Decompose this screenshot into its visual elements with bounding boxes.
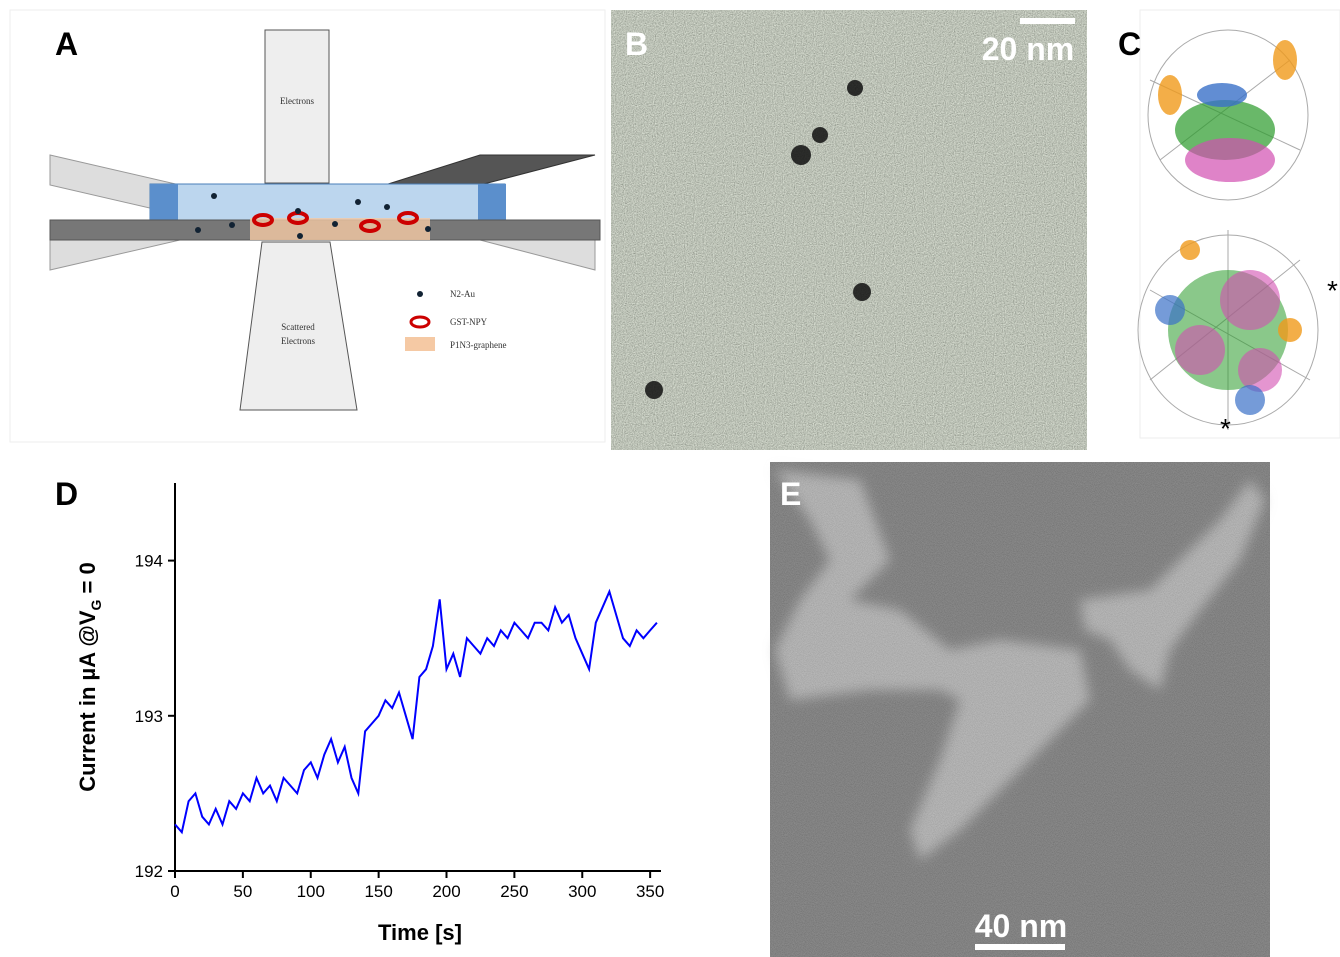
panel-b: B 20 nm: [611, 10, 1087, 450]
panel-label: A: [55, 26, 78, 62]
x-tick-label: 250: [500, 882, 528, 901]
box-label: Electrons: [280, 96, 314, 106]
x-tick-label: 100: [297, 882, 325, 901]
data-line: [175, 592, 657, 833]
legend-marker: [405, 337, 435, 351]
y-tick-label: 194: [135, 552, 163, 571]
marker: *: [1220, 413, 1231, 444]
micrograph-noise: [611, 10, 1087, 450]
page: A Electrons Scattered Electrons N2-Au GS…: [0, 0, 1340, 957]
x-tick-label: 50: [233, 882, 252, 901]
x-tick-label: 350: [636, 882, 664, 901]
x-tick-label: 150: [364, 882, 392, 901]
scale-label: 20 nm: [982, 31, 1074, 67]
panel-label: C: [1118, 26, 1141, 62]
y-tick-label: 192: [135, 862, 163, 881]
x-tick-label: 0: [170, 882, 179, 901]
legend-marker: [417, 291, 423, 297]
y-axis-label: Current in µA @VG = 0: [75, 562, 104, 791]
x-tick-label: 300: [568, 882, 596, 901]
panel-e: E 40 nm: [770, 462, 1270, 957]
y-tick-label: 193: [135, 707, 163, 726]
scale-bar: [1020, 18, 1075, 24]
panel-d: D Time [s] Current in µA @VG = 0 192 193 1…: [55, 476, 664, 945]
y-axis-label-tail: = 0: [75, 562, 100, 599]
scale-label: 40 nm: [975, 908, 1067, 944]
x-axis-label: Time [s]: [378, 920, 462, 945]
panel-c: C * *: [1118, 10, 1340, 444]
panel-label: D: [55, 476, 78, 512]
x-tick-label: 200: [432, 882, 460, 901]
y-axis-label-text: Current in µA @V: [75, 610, 100, 792]
y-axis-label-sub: G: [88, 599, 104, 610]
marker: *: [1327, 275, 1338, 306]
box: [265, 30, 329, 183]
box-label: Scattered: [281, 322, 315, 332]
micrograph-noise: [770, 462, 1270, 957]
panel-label: E: [780, 476, 801, 512]
legend-label: N2-Au: [450, 289, 475, 299]
legend-label: GST-NPY: [450, 317, 488, 327]
figure: A Electrons Scattered Electrons N2-Au GS…: [0, 0, 1340, 957]
panel-a: A Electrons Scattered Electrons N2-Au GS…: [10, 10, 605, 442]
panel-label: B: [625, 26, 648, 62]
legend-label: P1N3-graphene: [450, 340, 506, 350]
box-label: Electrons: [281, 336, 315, 346]
scale-bar: [975, 944, 1065, 950]
